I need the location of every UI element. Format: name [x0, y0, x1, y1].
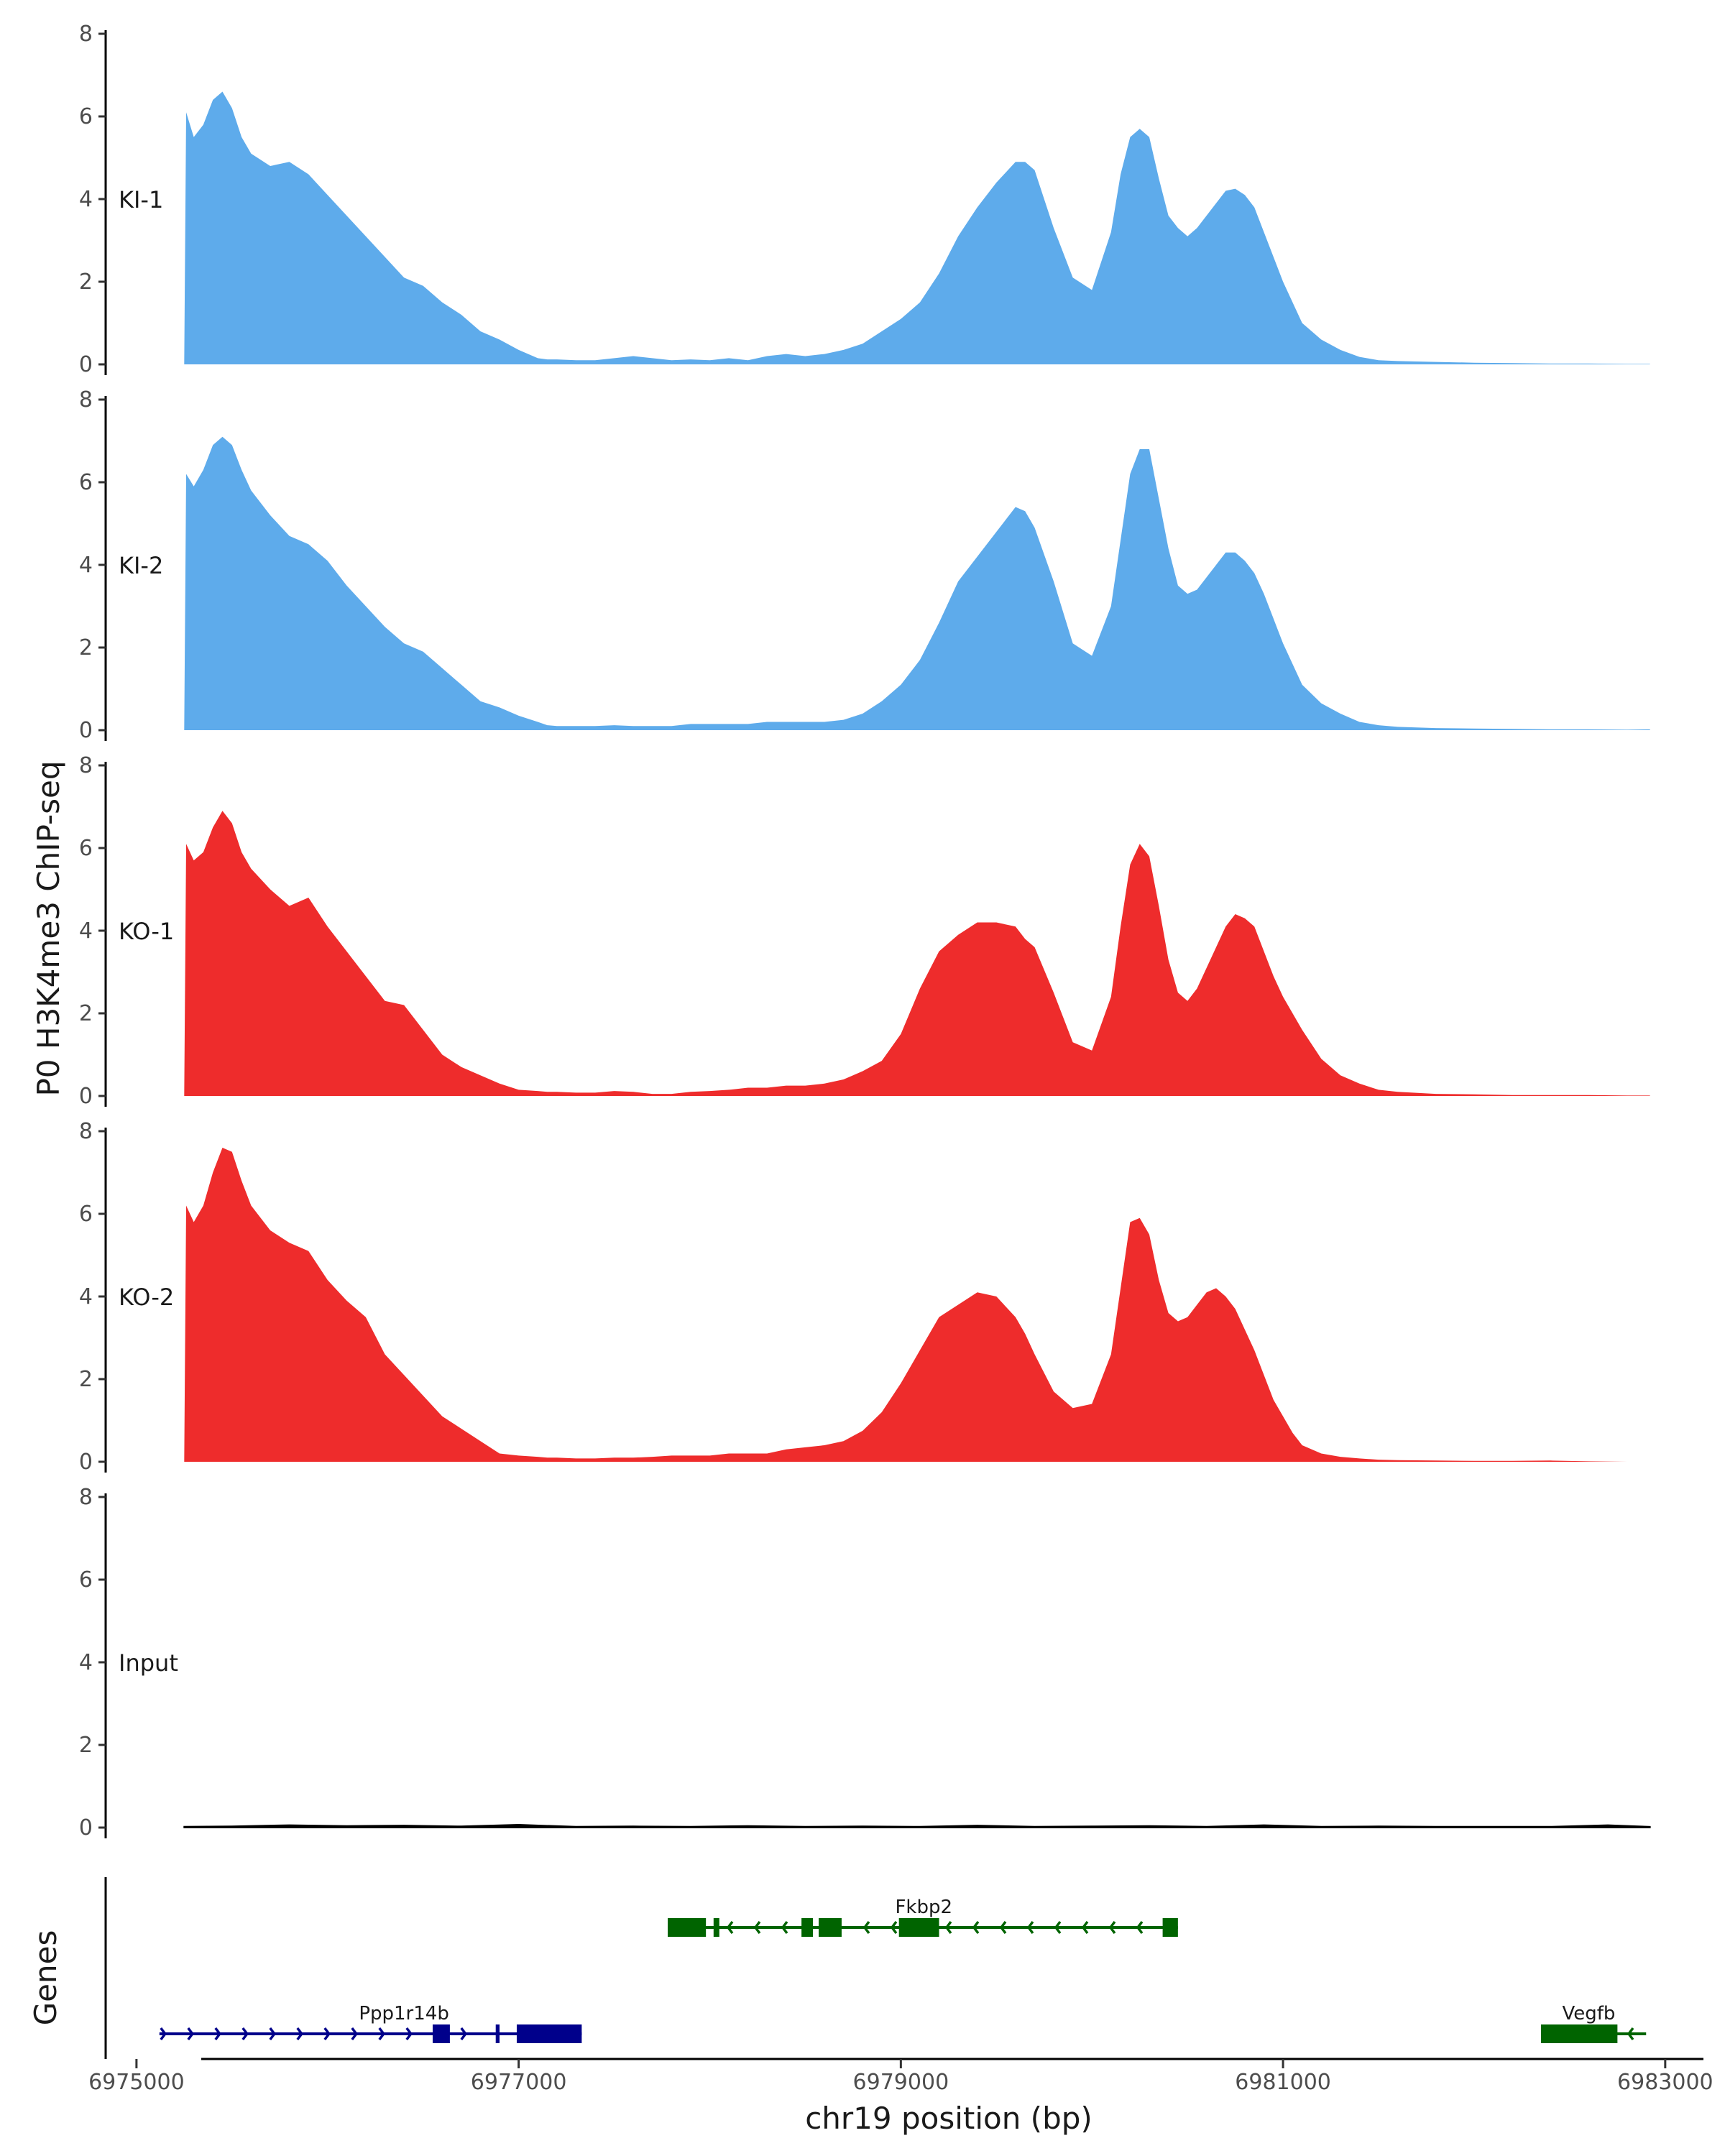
- x-axis: 6975000 6977000 6979000 6981000 6983000: [88, 2058, 1714, 2095]
- gene-exon: [495, 2024, 500, 2043]
- strand-arrow: [1136, 1920, 1144, 1935]
- x-tick-label: 6983000: [1617, 2070, 1714, 2095]
- signal-area-ko-2: [184, 1148, 1650, 1462]
- gene-exon: [801, 1918, 814, 1937]
- track-ki-2: 0 2 4 6 8 KI-2: [79, 387, 1650, 743]
- y-tick-label: 8: [79, 22, 93, 47]
- x-tick-label: 6975000: [88, 2070, 185, 2095]
- genes-track: Fkbp2 Ppp1r14b Vegfb: [104, 1877, 1647, 2059]
- track-label: KI-2: [119, 552, 163, 579]
- track-label: Input: [119, 1649, 178, 1677]
- strand-arrow: [1627, 2027, 1634, 2041]
- strand-arrow: [378, 2027, 385, 2041]
- gene-exon: [667, 1918, 707, 1937]
- strand-arrow: [269, 2027, 276, 2041]
- track-ko-1: 0 2 4 6 8 KO-1: [79, 753, 1650, 1109]
- x-tick-label: 6981000: [1235, 2070, 1331, 2095]
- strand-arrow: [460, 2027, 467, 2041]
- y-tick-label: 8: [79, 1485, 93, 1510]
- strand-arrow: [405, 2027, 413, 2041]
- gene-label: Fkbp2: [895, 1897, 952, 1918]
- signal-area-input: [183, 1823, 1651, 1828]
- signal-tracks: 0 2 4 6 8 KI-1 0 2 4 6 8 KI-2 0 2 4 6 8 KO-1 0 2 4 6 8 KO-2 0 2 4 6…: [79, 22, 1651, 1841]
- strand-arrow: [862, 1920, 870, 1935]
- gene-exon: [516, 2024, 582, 2043]
- x-tick-label: 6979000: [853, 2070, 949, 2095]
- signal-area-ki-1: [184, 91, 1650, 364]
- strand-arrow: [972, 1920, 980, 1935]
- strand-arrow: [242, 2027, 249, 2041]
- y-tick-label: 0: [79, 1815, 93, 1841]
- track-input: 0 2 4 6 8 Input: [79, 1485, 1651, 1841]
- gene-exon: [432, 2024, 450, 2043]
- genes-axis-title: Genes: [28, 1930, 63, 2026]
- strand-arrow: [1054, 1920, 1062, 1935]
- y-tick-label: 8: [79, 1119, 93, 1144]
- y-tick-label: 6: [79, 1202, 93, 1227]
- y-tick-label: 6: [79, 1567, 93, 1593]
- y-axis-title: P0 H3K4me3 ChIP-seq: [31, 760, 66, 1096]
- y-tick-label: 0: [79, 352, 93, 377]
- y-tick-label: 2: [79, 1367, 93, 1392]
- signal-area-ki-2: [184, 436, 1650, 730]
- y-tick-label: 6: [79, 470, 93, 495]
- gene-exon: [713, 1918, 719, 1937]
- gene-exon: [819, 1918, 842, 1937]
- y-tick-label: 6: [79, 836, 93, 861]
- signal-area-ko-1: [184, 811, 1650, 1096]
- strand-arrow: [753, 1920, 761, 1935]
- y-tick-label: 2: [79, 635, 93, 660]
- track-ko-2: 0 2 4 6 8 KO-2: [79, 1119, 1650, 1475]
- gene-label: Ppp1r14b: [359, 2003, 449, 2024]
- strand-arrow: [296, 2027, 303, 2041]
- y-tick-label: 0: [79, 718, 93, 743]
- strand-arrow: [1081, 1920, 1089, 1935]
- track-ki-1: 0 2 4 6 8 KI-1: [79, 22, 1650, 377]
- y-tick-label: 4: [79, 187, 93, 212]
- gene-label: Vegfb: [1563, 2003, 1616, 2024]
- y-tick-label: 4: [79, 1284, 93, 1309]
- gene-exon: [1541, 2024, 1618, 2043]
- strand-arrow: [1108, 1920, 1116, 1935]
- strand-arrow: [890, 1920, 898, 1935]
- y-tick-label: 4: [79, 1650, 93, 1675]
- gene-ppp1r14b: Ppp1r14b: [159, 2003, 582, 2043]
- gene-exon: [1162, 1918, 1178, 1937]
- y-tick-label: 2: [79, 1001, 93, 1026]
- gene-fkbp2: Fkbp2: [667, 1897, 1178, 1937]
- strand-arrow: [781, 1920, 788, 1935]
- strand-arrow: [999, 1920, 1007, 1935]
- track-label: KO-2: [119, 1284, 174, 1311]
- strand-arrow: [160, 2027, 167, 2041]
- x-axis-title: chr19 position (bp): [805, 2101, 1092, 2136]
- gene-vegfb: Vegfb: [1541, 2003, 1647, 2043]
- y-tick-label: 8: [79, 753, 93, 778]
- y-tick-label: 0: [79, 1084, 93, 1109]
- y-tick-label: 8: [79, 387, 93, 413]
- gene-exon: [898, 1918, 939, 1937]
- y-tick-label: 2: [79, 270, 93, 295]
- strand-arrow: [1026, 1920, 1034, 1935]
- y-tick-label: 4: [79, 918, 93, 944]
- strand-arrow: [323, 2027, 331, 2041]
- y-tick-label: 2: [79, 1733, 93, 1758]
- x-tick-label: 6977000: [471, 2070, 567, 2095]
- y-tick-label: 6: [79, 104, 93, 129]
- track-label: KO-1: [119, 918, 174, 945]
- strand-arrow: [187, 2027, 194, 2041]
- strand-arrow: [214, 2027, 221, 2041]
- track-label: KI-1: [119, 186, 163, 213]
- strand-arrow: [726, 1920, 734, 1935]
- strand-arrow: [944, 1920, 952, 1935]
- strand-arrow: [351, 2027, 358, 2041]
- y-tick-label: 4: [79, 553, 93, 578]
- y-tick-label: 0: [79, 1450, 93, 1475]
